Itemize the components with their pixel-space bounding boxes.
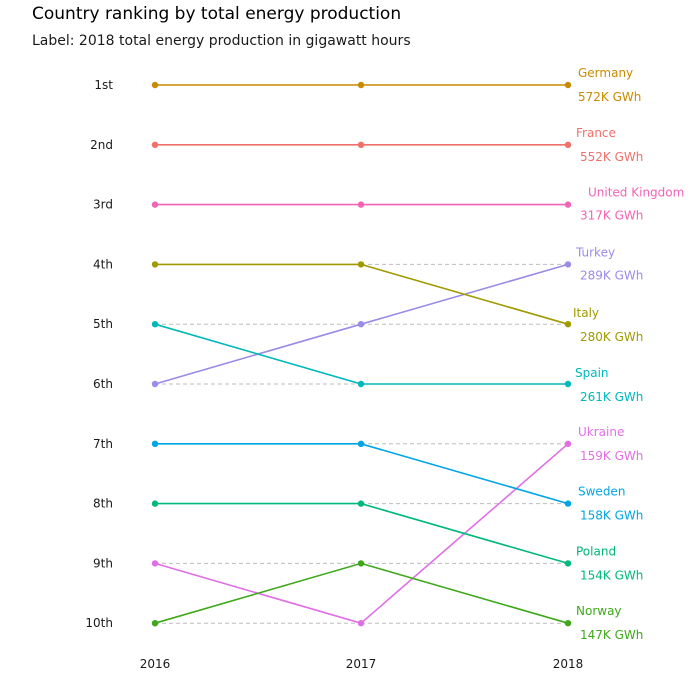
data-point-spain — [357, 380, 365, 388]
data-point-poland — [357, 500, 365, 507]
series-value-label-germany: 572K GWh — [578, 90, 641, 104]
data-point-turkey — [564, 261, 572, 268]
y-tick-label: 3rd — [93, 198, 113, 212]
grid-lines — [155, 263, 568, 624]
y-axis-tick-labels: 1st 2nd 3rd 4th 5th 6th 7th 8th 9th 10th — [85, 78, 113, 630]
series-name-label-germany: Germany — [578, 66, 633, 80]
data-point-united-kingdom — [564, 201, 572, 208]
data-point-italy — [564, 321, 572, 328]
series-value-label-italy: 280K GWh — [580, 330, 643, 344]
series-name-label-norway: Norway — [576, 604, 622, 618]
series-line-italy — [155, 263, 569, 325]
series-line-ukraine — [154, 443, 569, 625]
data-point-france — [564, 141, 572, 148]
y-tick-label: 7th — [93, 437, 113, 451]
series-name-label-poland: Poland — [576, 544, 616, 558]
x-axis-tick-labels: 2016 2017 2018 — [140, 657, 584, 671]
x-tick-label: 2018 — [553, 657, 584, 671]
data-point-poland — [564, 560, 572, 567]
series-points — [151, 81, 572, 627]
series-labels: Germany 572K GWh France 552K GWh United King… — [573, 66, 684, 642]
data-point-sweden — [357, 440, 365, 447]
x-tick-label: 2017 — [346, 657, 377, 671]
data-point-poland — [151, 500, 159, 507]
series-value-label-united-kingdom: 317K GWh — [580, 209, 643, 223]
y-tick-label: 8th — [93, 497, 113, 511]
data-point-italy — [151, 261, 159, 268]
data-point-united-kingdom — [151, 201, 159, 208]
data-point-ukraine — [357, 620, 365, 627]
series-value-label-ukraine: 159K GWh — [580, 449, 643, 463]
series-name-label-france: France — [576, 126, 616, 140]
data-point-ukraine — [564, 440, 572, 447]
data-point-germany — [357, 81, 365, 89]
series-value-label-france: 552K GWh — [580, 150, 643, 164]
data-point-norway — [151, 620, 159, 627]
y-tick-label: 6th — [93, 377, 113, 391]
data-point-germany — [564, 81, 572, 89]
x-tick-label: 2016 — [140, 657, 171, 671]
data-point-ukraine — [151, 560, 159, 567]
series-line-poland — [155, 502, 569, 565]
data-point-germany — [151, 81, 159, 89]
data-point-sweden — [151, 440, 159, 447]
series-value-label-spain: 261K GWh — [580, 390, 643, 404]
data-point-italy — [357, 261, 365, 268]
series-name-label-sweden: Sweden — [578, 485, 625, 499]
y-tick-label: 2nd — [90, 138, 113, 152]
data-point-turkey — [357, 321, 365, 328]
chart-title: Country ranking by total energy producti… — [32, 4, 402, 24]
data-point-spain — [564, 380, 572, 388]
series-line-spain — [154, 323, 568, 385]
series-name-label-turkey: Turkey — [575, 245, 615, 259]
data-point-spain — [151, 321, 159, 328]
series-line-norway — [154, 562, 569, 624]
data-point-norway — [357, 560, 365, 567]
series-line-sweden — [155, 442, 569, 505]
series-value-label-turkey: 289K GWh — [580, 268, 643, 282]
chart-subtitle: Label: 2018 total energy production in g… — [32, 33, 411, 49]
data-point-turkey — [151, 380, 159, 388]
y-tick-label: 5th — [93, 317, 113, 331]
series-name-label-united-kingdom: United Kingdom — [588, 186, 684, 200]
data-point-sweden — [564, 500, 572, 507]
y-tick-label: 9th — [93, 556, 113, 570]
series-name-label-ukraine: Ukraine — [578, 425, 624, 439]
series-name-label-italy: Italy — [573, 306, 599, 320]
y-tick-label: 10th — [85, 616, 113, 630]
series-lines — [154, 84, 569, 625]
series-value-label-poland: 154K GWh — [580, 568, 643, 582]
data-point-france — [151, 141, 159, 148]
series-value-label-sweden: 158K GWh — [580, 509, 643, 523]
y-tick-label: 4th — [93, 257, 113, 271]
data-point-norway — [564, 620, 572, 627]
series-value-label-norway: 147K GWh — [580, 628, 643, 642]
y-tick-label: 1st — [94, 78, 113, 92]
data-point-france — [357, 141, 365, 148]
series-name-label-spain: Spain — [575, 366, 609, 380]
data-point-united-kingdom — [357, 201, 365, 208]
